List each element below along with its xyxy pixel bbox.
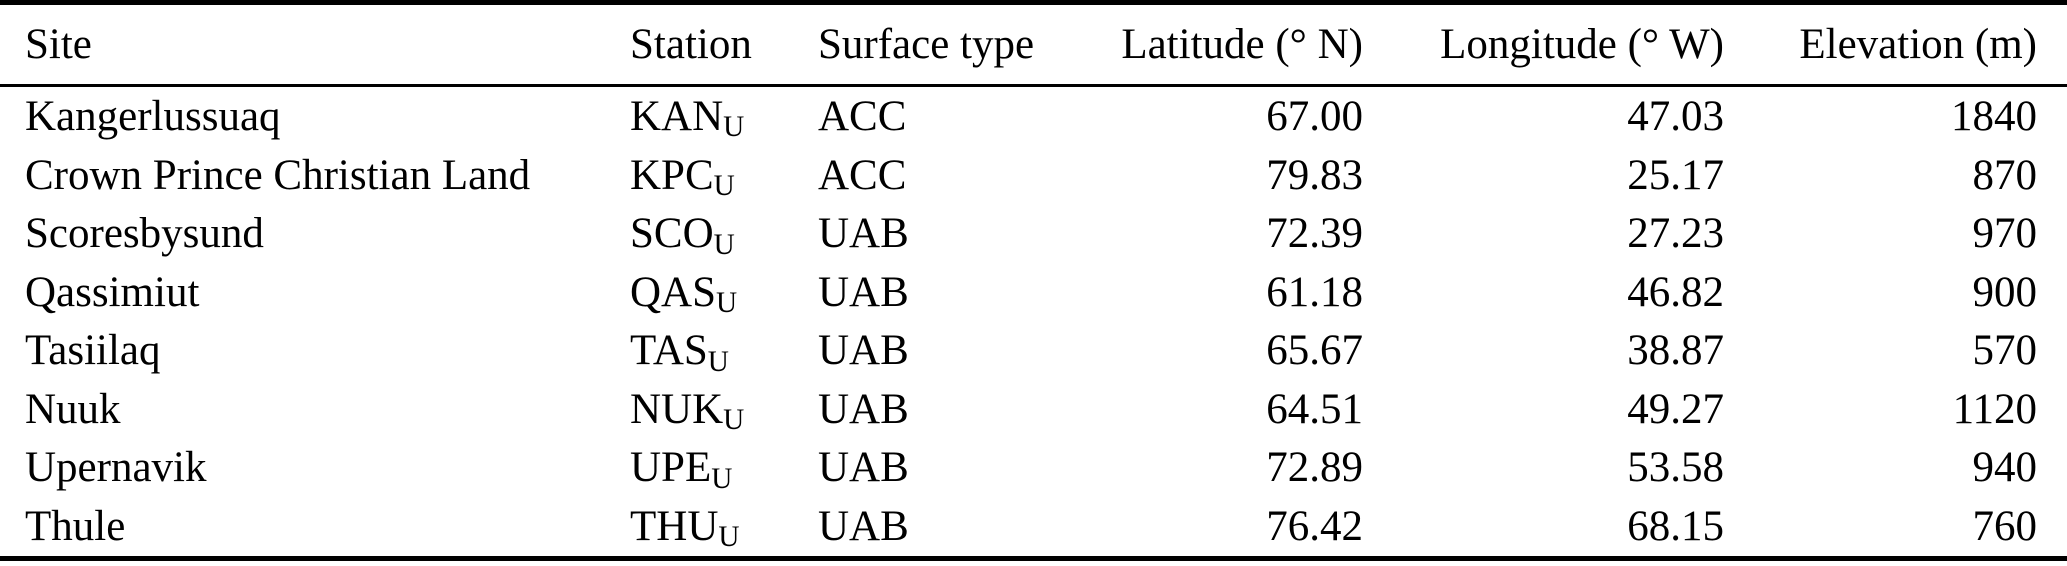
cell-longitude: 68.15 [1627,502,1724,550]
cell-site: Scoresbysund [25,210,264,258]
cell-station: NUKU [630,380,818,439]
cell-station: THUU [630,497,818,559]
station-code: KPC [630,151,714,199]
cell-site: Upernavik [25,444,207,492]
cell-latitude: 79.83 [1266,151,1363,199]
station-subscript: U [718,521,740,554]
table-row: Tasiilaq TASU UAB 65.67 38.87 570 [0,321,2067,380]
station-subscript: U [723,404,745,437]
cell-station: UPEU [630,438,818,497]
station-code: KAN [630,92,724,140]
table-row: Crown Prince Christian Land KPCU ACC 79.… [0,146,2067,205]
table-row: Nuuk NUKU UAB 64.51 49.27 1120 [0,380,2067,439]
station-subscript: U [713,169,735,202]
cell-elevation: 900 [1972,268,2038,316]
station-subscript: U [723,111,745,144]
cell-site: Thule [25,502,126,550]
header-row: Site Station Surface type Latitude (° N)… [0,2,2067,87]
column-header-longitude: Longitude (° W) [1363,2,1724,87]
cell-surface-type: ACC [818,151,907,199]
cell-longitude: 47.03 [1627,92,1724,140]
table-row: Scoresbysund SCOU UAB 72.39 27.23 970 [0,204,2067,263]
station-subscript: U [707,345,729,378]
table-row: Kangerlussuaq KANU ACC 67.00 47.03 1840 [0,86,2067,146]
table-row: Qassimiut QASU UAB 61.18 46.82 900 [0,263,2067,322]
cell-elevation: 760 [1972,502,2038,550]
table-row: Thule THUU UAB 76.42 68.15 760 [0,497,2067,559]
station-subscript: U [716,287,738,320]
cell-latitude: 67.00 [1266,92,1363,140]
cell-site: Kangerlussuaq [25,92,281,140]
cell-site: Tasiilaq [25,327,161,375]
cell-longitude: 49.27 [1627,385,1724,433]
cell-longitude: 53.58 [1627,444,1724,492]
cell-latitude: 64.51 [1266,385,1363,433]
station-code: UPE [630,444,712,492]
cell-longitude: 38.87 [1627,327,1724,375]
station-code: NUK [630,385,724,433]
cell-elevation: 970 [1972,210,2038,258]
column-header-surface-type: Surface type [818,2,1060,87]
station-code: SCO [630,210,714,258]
cell-elevation: 1120 [1952,385,2037,433]
cell-station: SCOU [630,204,818,263]
cell-surface-type: UAB [818,502,909,550]
station-code: TAS [630,327,708,375]
table-header: Site Station Surface type Latitude (° N)… [0,2,2067,87]
cell-elevation: 940 [1972,444,2038,492]
cell-latitude: 72.89 [1266,444,1363,492]
table-row: Upernavik UPEU UAB 72.89 53.58 940 [0,438,2067,497]
cell-station: TASU [630,321,818,380]
cell-longitude: 46.82 [1627,268,1724,316]
cell-surface-type: UAB [818,385,909,433]
station-subscript: U [711,462,733,495]
column-header-latitude: Latitude (° N) [1060,2,1363,87]
cell-station: QASU [630,263,818,322]
cell-latitude: 76.42 [1266,502,1363,550]
cell-surface-type: ACC [818,92,907,140]
cell-station: KANU [630,86,818,146]
cell-latitude: 61.18 [1266,268,1363,316]
cell-surface-type: UAB [818,444,909,492]
column-header-elevation: Elevation (m) [1724,2,2067,87]
cell-longitude: 25.17 [1627,151,1724,199]
cell-longitude: 27.23 [1627,210,1724,258]
table-body: Kangerlussuaq KANU ACC 67.00 47.03 1840 … [0,86,2067,559]
station-subscript: U [713,228,735,261]
station-code: QAS [630,268,717,316]
cell-elevation: 570 [1972,327,2038,375]
cell-site: Qassimiut [25,268,200,316]
cell-latitude: 72.39 [1266,210,1363,258]
cell-station: KPCU [630,146,818,205]
column-header-station: Station [630,2,818,87]
cell-elevation: 870 [1972,151,2038,199]
cell-surface-type: UAB [818,268,909,316]
cell-latitude: 65.67 [1266,327,1363,375]
station-code: THU [630,502,719,550]
cell-elevation: 1840 [1951,92,2037,140]
cell-surface-type: UAB [818,327,909,375]
cell-site: Crown Prince Christian Land [25,151,531,199]
cell-site: Nuuk [25,385,121,433]
column-header-site: Site [0,2,630,87]
cell-surface-type: UAB [818,210,909,258]
